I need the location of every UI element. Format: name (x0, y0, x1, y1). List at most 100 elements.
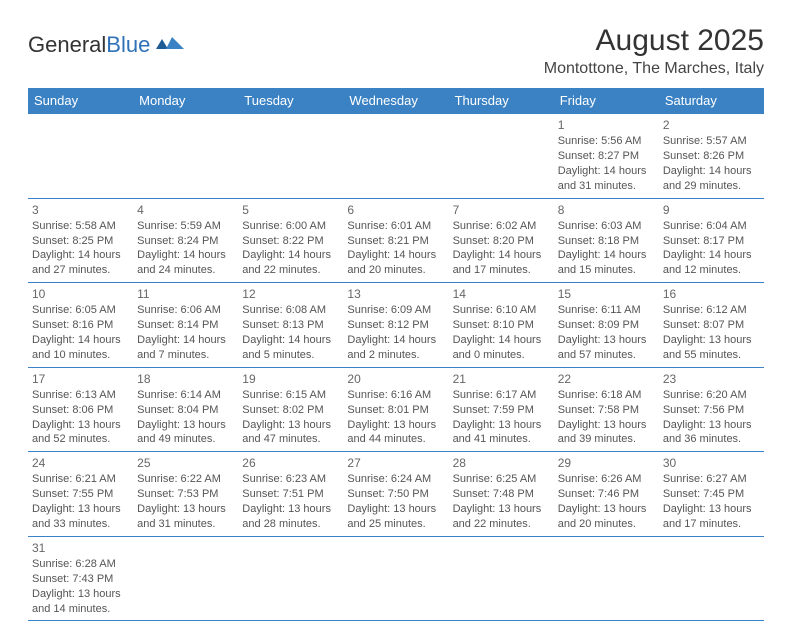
daylight-line: Daylight: 13 hours and 36 minutes. (663, 418, 760, 448)
day-number: 4 (137, 202, 234, 218)
calendar-row: 3Sunrise: 5:58 AMSunset: 8:25 PMDaylight… (28, 198, 764, 283)
calendar-cell: 9Sunrise: 6:04 AMSunset: 8:17 PMDaylight… (659, 198, 764, 283)
calendar-cell: 15Sunrise: 6:11 AMSunset: 8:09 PMDayligh… (554, 283, 659, 368)
sunrise-line: Sunrise: 6:08 AM (242, 303, 339, 318)
sunset-line: Sunset: 7:58 PM (558, 403, 655, 418)
day-number: 25 (137, 455, 234, 471)
calendar-cell: 20Sunrise: 6:16 AMSunset: 8:01 PMDayligh… (343, 367, 448, 452)
sunset-line: Sunset: 8:22 PM (242, 234, 339, 249)
calendar-cell: 28Sunrise: 6:25 AMSunset: 7:48 PMDayligh… (449, 452, 554, 537)
daylight-line: Daylight: 13 hours and 22 minutes. (453, 502, 550, 532)
flag-icon (156, 35, 186, 53)
calendar-cell: 26Sunrise: 6:23 AMSunset: 7:51 PMDayligh… (238, 452, 343, 537)
sunset-line: Sunset: 8:18 PM (558, 234, 655, 249)
sunrise-line: Sunrise: 6:26 AM (558, 472, 655, 487)
calendar-cell: 5Sunrise: 6:00 AMSunset: 8:22 PMDaylight… (238, 198, 343, 283)
sunset-line: Sunset: 8:10 PM (453, 318, 550, 333)
calendar-cell (28, 114, 133, 199)
calendar-cell: 17Sunrise: 6:13 AMSunset: 8:06 PMDayligh… (28, 367, 133, 452)
day-number: 13 (347, 286, 444, 302)
sunset-line: Sunset: 8:26 PM (663, 149, 760, 164)
sunset-line: Sunset: 8:17 PM (663, 234, 760, 249)
calendar-cell: 1Sunrise: 5:56 AMSunset: 8:27 PMDaylight… (554, 114, 659, 199)
col-monday: Monday (133, 88, 238, 114)
sunrise-line: Sunrise: 6:03 AM (558, 219, 655, 234)
daylight-line: Daylight: 14 hours and 0 minutes. (453, 333, 550, 363)
daylight-line: Daylight: 14 hours and 7 minutes. (137, 333, 234, 363)
sunset-line: Sunset: 8:14 PM (137, 318, 234, 333)
logo-text-2: Blue (106, 32, 150, 58)
calendar-cell (449, 536, 554, 621)
sunrise-line: Sunrise: 6:01 AM (347, 219, 444, 234)
col-wednesday: Wednesday (343, 88, 448, 114)
col-sunday: Sunday (28, 88, 133, 114)
calendar-cell (133, 114, 238, 199)
calendar-cell (238, 114, 343, 199)
col-saturday: Saturday (659, 88, 764, 114)
daylight-line: Daylight: 13 hours and 47 minutes. (242, 418, 339, 448)
sunrise-line: Sunrise: 6:27 AM (663, 472, 760, 487)
sunrise-line: Sunrise: 6:06 AM (137, 303, 234, 318)
calendar-body: 1Sunrise: 5:56 AMSunset: 8:27 PMDaylight… (28, 114, 764, 621)
daylight-line: Daylight: 14 hours and 20 minutes. (347, 248, 444, 278)
logo-text-1: General (28, 32, 106, 58)
calendar-cell: 18Sunrise: 6:14 AMSunset: 8:04 PMDayligh… (133, 367, 238, 452)
page-header: GeneralBlue August 2025 Montottone, The … (28, 24, 764, 78)
logo: GeneralBlue (28, 32, 186, 58)
calendar-cell: 3Sunrise: 5:58 AMSunset: 8:25 PMDaylight… (28, 198, 133, 283)
sunset-line: Sunset: 8:13 PM (242, 318, 339, 333)
daylight-line: Daylight: 13 hours and 41 minutes. (453, 418, 550, 448)
daylight-line: Daylight: 14 hours and 17 minutes. (453, 248, 550, 278)
calendar-cell (343, 114, 448, 199)
sunset-line: Sunset: 7:51 PM (242, 487, 339, 502)
day-number: 14 (453, 286, 550, 302)
calendar-cell: 21Sunrise: 6:17 AMSunset: 7:59 PMDayligh… (449, 367, 554, 452)
daylight-line: Daylight: 14 hours and 24 minutes. (137, 248, 234, 278)
daylight-line: Daylight: 13 hours and 39 minutes. (558, 418, 655, 448)
day-number: 7 (453, 202, 550, 218)
daylight-line: Daylight: 13 hours and 31 minutes. (137, 502, 234, 532)
calendar-cell (554, 536, 659, 621)
daylight-line: Daylight: 14 hours and 27 minutes. (32, 248, 129, 278)
calendar-cell (238, 536, 343, 621)
sunrise-line: Sunrise: 5:59 AM (137, 219, 234, 234)
calendar-row: 1Sunrise: 5:56 AMSunset: 8:27 PMDaylight… (28, 114, 764, 199)
day-number: 1 (558, 117, 655, 133)
sunrise-line: Sunrise: 6:13 AM (32, 388, 129, 403)
sunset-line: Sunset: 8:12 PM (347, 318, 444, 333)
day-number: 2 (663, 117, 760, 133)
day-number: 16 (663, 286, 760, 302)
calendar-table: Sunday Monday Tuesday Wednesday Thursday… (28, 88, 764, 621)
day-number: 30 (663, 455, 760, 471)
calendar-cell: 24Sunrise: 6:21 AMSunset: 7:55 PMDayligh… (28, 452, 133, 537)
calendar-cell: 23Sunrise: 6:20 AMSunset: 7:56 PMDayligh… (659, 367, 764, 452)
calendar-cell: 8Sunrise: 6:03 AMSunset: 8:18 PMDaylight… (554, 198, 659, 283)
daylight-line: Daylight: 13 hours and 25 minutes. (347, 502, 444, 532)
sunrise-line: Sunrise: 6:00 AM (242, 219, 339, 234)
sunrise-line: Sunrise: 6:04 AM (663, 219, 760, 234)
calendar-cell: 27Sunrise: 6:24 AMSunset: 7:50 PMDayligh… (343, 452, 448, 537)
location: Montottone, The Marches, Italy (544, 60, 764, 78)
col-tuesday: Tuesday (238, 88, 343, 114)
sunset-line: Sunset: 7:46 PM (558, 487, 655, 502)
sunrise-line: Sunrise: 6:28 AM (32, 557, 129, 572)
day-number: 19 (242, 371, 339, 387)
sunrise-line: Sunrise: 6:25 AM (453, 472, 550, 487)
sunrise-line: Sunrise: 6:05 AM (32, 303, 129, 318)
sunset-line: Sunset: 8:06 PM (32, 403, 129, 418)
calendar-cell (449, 114, 554, 199)
calendar-cell: 25Sunrise: 6:22 AMSunset: 7:53 PMDayligh… (133, 452, 238, 537)
col-thursday: Thursday (449, 88, 554, 114)
day-number: 24 (32, 455, 129, 471)
day-number: 21 (453, 371, 550, 387)
sunset-line: Sunset: 7:53 PM (137, 487, 234, 502)
day-number: 3 (32, 202, 129, 218)
sunset-line: Sunset: 8:24 PM (137, 234, 234, 249)
day-number: 8 (558, 202, 655, 218)
sunrise-line: Sunrise: 6:21 AM (32, 472, 129, 487)
daylight-line: Daylight: 13 hours and 52 minutes. (32, 418, 129, 448)
day-number: 29 (558, 455, 655, 471)
daylight-line: Daylight: 13 hours and 44 minutes. (347, 418, 444, 448)
sunrise-line: Sunrise: 6:15 AM (242, 388, 339, 403)
sunset-line: Sunset: 7:43 PM (32, 572, 129, 587)
